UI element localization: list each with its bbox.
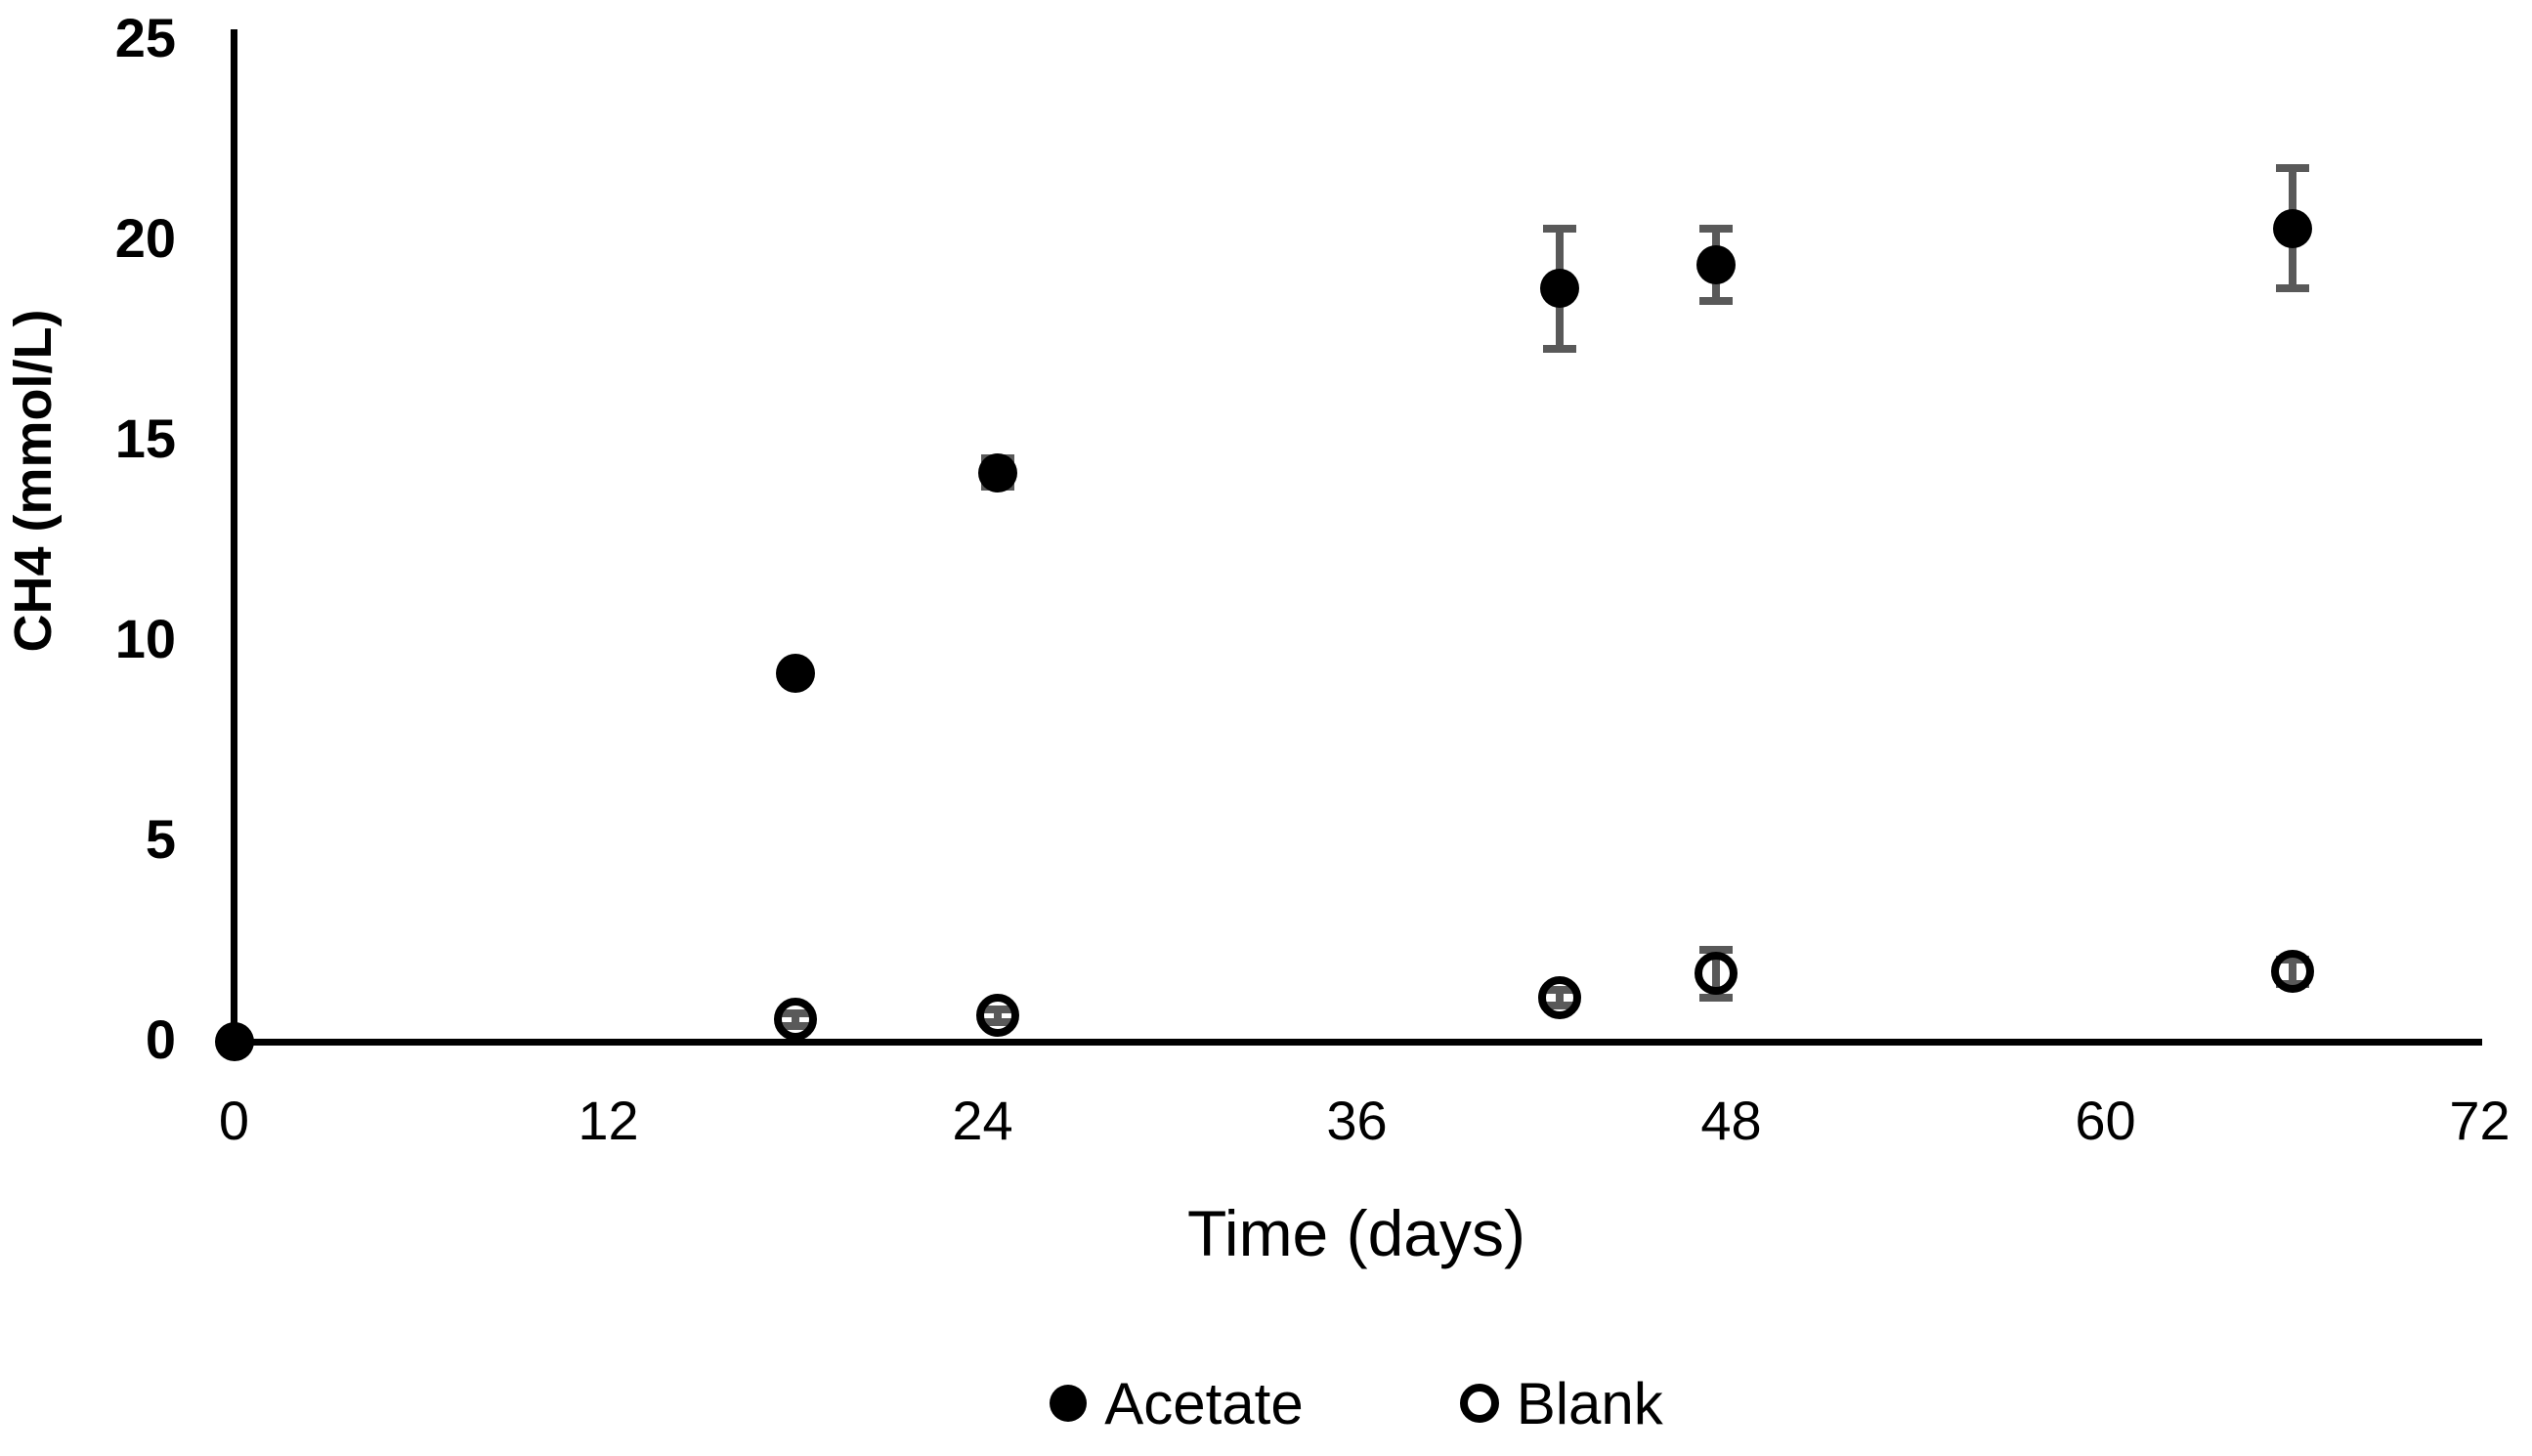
y-tick-label: 5 <box>145 808 176 870</box>
y-tick-label: 10 <box>114 608 176 669</box>
legend-item-blank: Blank <box>1459 1370 1663 1437</box>
x-tick-label: 60 <box>2075 1090 2136 1151</box>
error-bar-cap <box>1698 296 1733 305</box>
open-circle-icon <box>1459 1384 1499 1423</box>
data-point-acetate <box>776 653 815 693</box>
error-bar-cap <box>2276 164 2309 173</box>
y-axis-title: CH4 (mmol/L) <box>4 309 63 653</box>
data-point-blank <box>1537 975 1581 1019</box>
error-bar-cap <box>1542 344 1576 353</box>
data-point-blank <box>774 998 817 1042</box>
x-tick-label: 24 <box>952 1090 1013 1151</box>
legend-label: Acetate <box>1104 1370 1304 1436</box>
x-tick-label: 36 <box>1326 1090 1388 1151</box>
y-tick-label: 20 <box>114 207 176 269</box>
x-axis-title: Time (days) <box>1187 1197 1525 1269</box>
x-tick-label: 0 <box>218 1090 250 1151</box>
data-point-acetate <box>1539 269 1579 309</box>
legend-label: Blank <box>1516 1370 1663 1436</box>
data-point-blank <box>2271 950 2314 994</box>
y-tick-label: 25 <box>114 7 176 68</box>
error-bar-cap <box>1542 224 1576 233</box>
x-tick-label: 48 <box>1700 1090 1762 1151</box>
data-point-acetate <box>214 1022 254 1061</box>
legend-item-acetate: Acetate <box>1050 1370 1304 1437</box>
data-point-acetate <box>978 452 1018 492</box>
y-axis-line <box>231 29 237 1046</box>
y-tick-label: 15 <box>114 407 176 469</box>
data-point-acetate <box>2273 208 2312 248</box>
error-bar-cap <box>1698 224 1733 233</box>
data-point-acetate <box>1695 244 1736 284</box>
x-axis-line <box>231 1039 2482 1046</box>
filled-circle-icon <box>1050 1385 1088 1422</box>
x-tick-label: 12 <box>578 1090 639 1151</box>
x-tick-label: 72 <box>2449 1090 2511 1151</box>
error-bar-cap <box>1698 993 1733 1002</box>
error-bar-cap <box>2276 284 2309 293</box>
chart-legend: Acetate Blank <box>917 1366 1796 1440</box>
data-point-blank <box>976 994 1020 1038</box>
error-bar-cap <box>1698 945 1733 954</box>
data-point-blank <box>1694 952 1738 996</box>
y-tick-label: 0 <box>145 1008 176 1070</box>
